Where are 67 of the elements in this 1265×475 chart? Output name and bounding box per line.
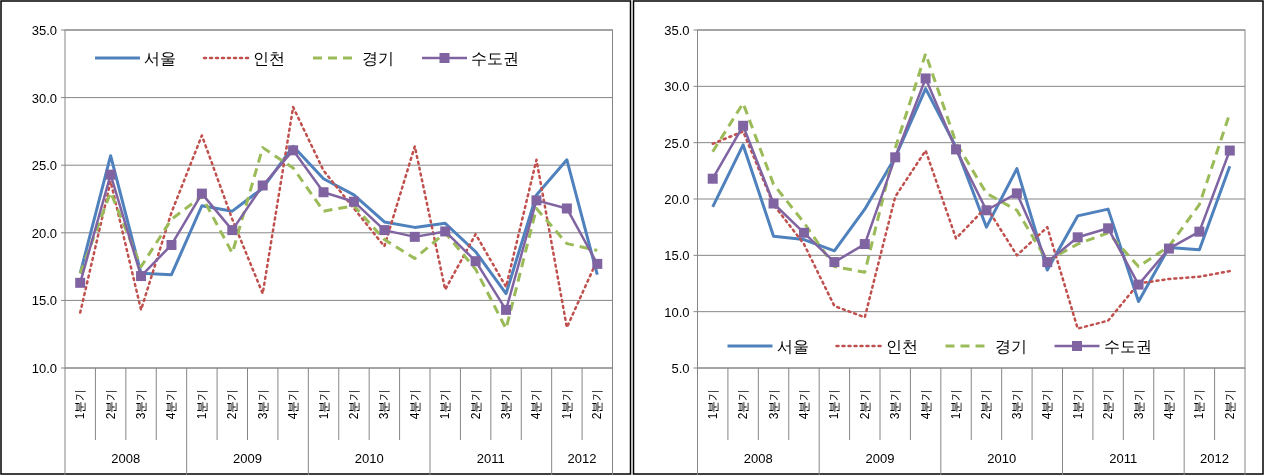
y-tick-label: 10.0 [31,361,57,376]
x-tick-label: 1분기 [1070,388,1085,420]
y-tick-label: 10.0 [664,304,690,320]
x-tick-label: 3분기 [1131,388,1146,420]
y-tick-label: 20.0 [31,225,57,241]
text: 2010 [987,451,1017,466]
x-tick-label: 4분기 [918,388,933,420]
x-tick-label: 4분기 [796,388,811,420]
text: 2012 [567,451,597,466]
x-tick-label: 4분기 [407,388,422,420]
x-tick-label: 1분기 [559,388,574,420]
x-tick-label: 4분기 [164,388,179,420]
text: 2008 [743,451,773,466]
x-tick-label: 3분기 [255,388,270,420]
y-tick-label: 25.0 [31,158,57,174]
x-tick-label: 4분기 [1161,388,1176,420]
x-tick-label: 2분기 [590,388,605,420]
legend-label: 인천 [885,338,918,355]
y-tick-label: 30.0 [31,90,57,106]
x-tick-label: 3분기 [134,388,149,420]
y-tick-label: 5.0 [671,361,690,376]
x-tick-label: 2분기 [225,388,240,420]
text: 2011 [476,451,505,466]
x-tick-label: 1분기 [438,388,453,420]
text: 2009 [865,451,895,466]
legend-label: 경기 [362,50,394,67]
y-tick-label: 35.0 [664,23,690,38]
y-tick-label: 15.0 [31,293,57,309]
x-tick-label: 4분기 [286,388,301,420]
x-tick-label: 3분기 [888,388,903,420]
y-tick-label: 15.0 [664,248,690,264]
legend-label: 수도권 [1103,338,1152,355]
x-tick-label: 2분기 [1101,388,1116,420]
x-tick-label: 1분기 [73,388,88,420]
x-tick-label: 2분기 [979,388,994,420]
y-tick-label: 30.0 [664,79,690,95]
x-tick-label: 3분기 [1009,388,1024,420]
text: 2012 [1200,451,1230,466]
text: 2009 [233,451,262,466]
text: 2011 [1109,451,1138,466]
legend-label: 서울 [144,50,176,67]
x-tick-label: 2분기 [103,388,118,420]
y-tick-label: 20.0 [664,192,690,207]
x-tick-label: 4분기 [1040,388,1055,420]
legend-label: 인천 [253,50,285,67]
x-tick-label: 2분기 [468,388,483,420]
x-tick-label: 3분기 [766,388,781,420]
x-tick-label: 2분기 [1222,388,1237,420]
y-tick-label: 35.0 [31,23,57,38]
x-tick-label: 3분기 [377,388,392,420]
x-tick-label: 1분기 [194,388,209,420]
x-tick-label: 4분기 [529,388,544,420]
x-tick-label: 2분기 [346,388,361,420]
x-tick-label: 2분기 [736,388,751,420]
text: 2010 [354,451,384,466]
x-tick-label: 1분기 [705,388,720,420]
x-tick-label: 1분기 [316,388,331,420]
x-tick-label: 1분기 [1192,388,1207,420]
x-tick-label: 1분기 [949,388,964,420]
legend-label: 경기 [994,338,1027,355]
y-tick-label: 25.0 [664,135,690,151]
x-tick-label: 3분기 [499,388,514,420]
text: 2008 [111,451,141,466]
legend-label: 서울 [776,338,809,355]
x-tick-label: 2분기 [857,388,872,420]
legend-label: 수도권 [471,50,519,67]
x-tick-label: 1분기 [827,388,842,420]
